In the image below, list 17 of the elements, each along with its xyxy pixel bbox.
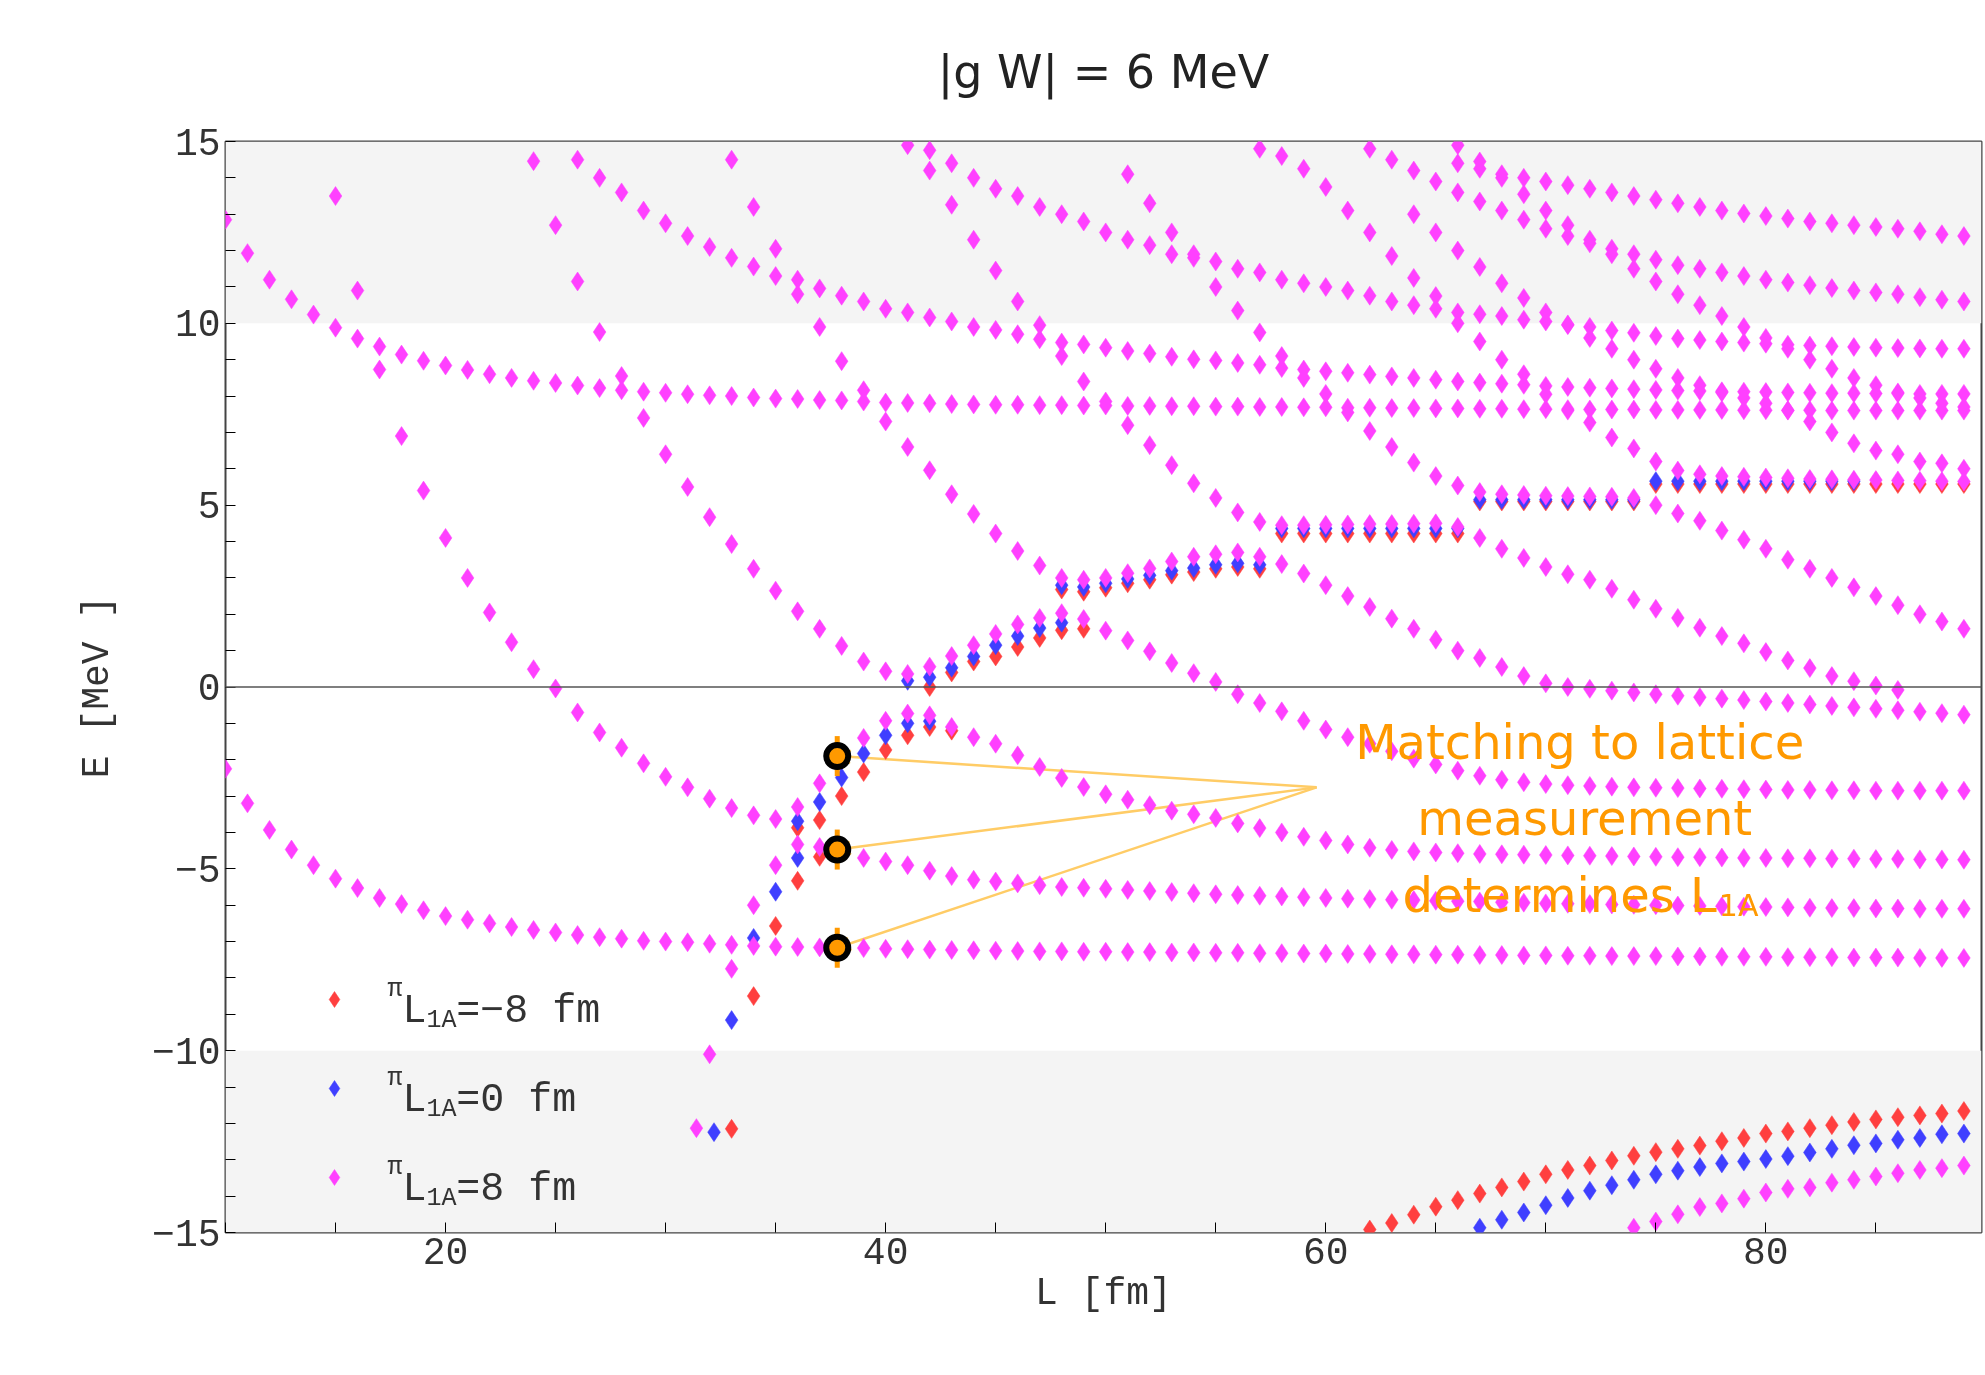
x-tick-label: 80	[1743, 1231, 1789, 1275]
y-axis-title: E [MeV ]	[76, 595, 120, 779]
x-tick-label: 40	[862, 1231, 909, 1275]
point	[823, 933, 852, 962]
y-tick-label: 15	[174, 122, 221, 166]
chart-title: |g W| = 6 MeV	[937, 45, 1270, 100]
x-tick-label: 60	[1302, 1231, 1349, 1275]
point	[823, 835, 852, 864]
y-tick-label: 10	[174, 304, 221, 348]
y-tick-label: 5	[197, 486, 221, 530]
x-axis-title: L [fm]	[1035, 1271, 1172, 1315]
x-tick-label: 20	[422, 1231, 469, 1275]
y-tick-label: −10	[152, 1031, 221, 1075]
y-tick-label: −15	[152, 1213, 221, 1257]
y-tick-label: 0	[197, 668, 221, 711]
y-tick-label: −5	[174, 849, 221, 893]
point	[823, 742, 852, 771]
